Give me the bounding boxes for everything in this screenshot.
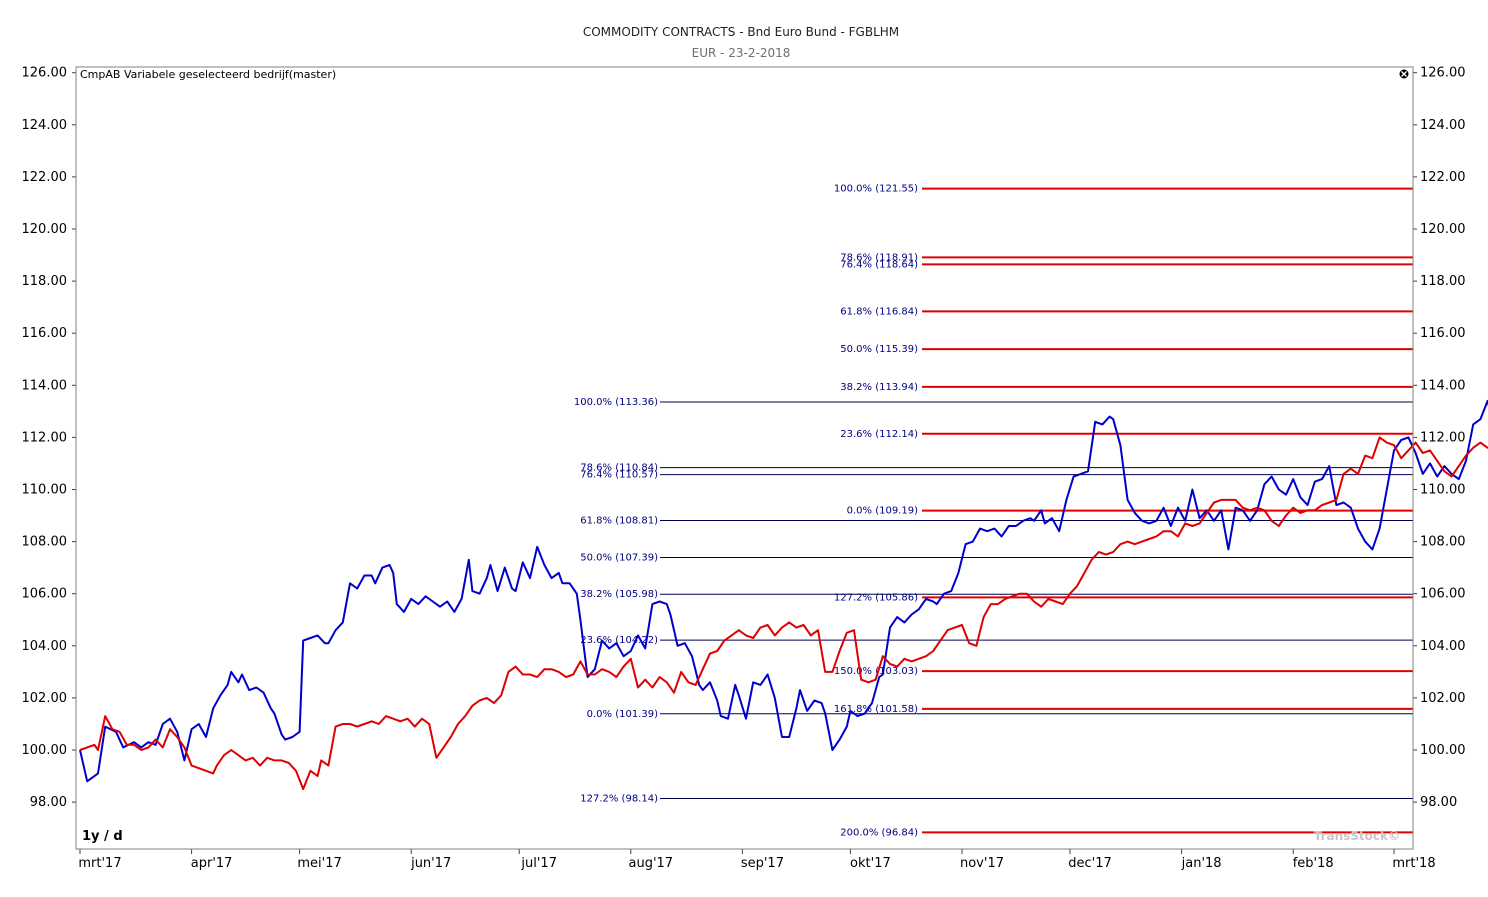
- fib-red-label-3: 61.8% (116.84): [840, 306, 918, 317]
- y-tick-label-left-0: 126.00: [22, 66, 68, 81]
- fib-blue-label-4: 50.0% (107.39): [580, 552, 658, 563]
- y-tick-label-left-10: 106.00: [22, 587, 68, 602]
- x-tick-label-0: mrt'17: [78, 856, 121, 871]
- fib-red-label-10: 161.8% (101.58): [834, 704, 918, 715]
- fib-red-label-11: 200.0% (96.84): [840, 827, 918, 838]
- fib-blue-label-2: 76.4% (110.57): [580, 470, 658, 481]
- x-tick-label-5: aug'17: [629, 856, 674, 871]
- y-tick-label-left-4: 118.00: [22, 274, 68, 289]
- y-tick-label-left-3: 120.00: [22, 222, 68, 237]
- y-tick-label-right-11: 104.00: [1420, 639, 1466, 654]
- close-icon[interactable]: [1399, 69, 1409, 79]
- x-tick-label-7: okt'17: [850, 856, 891, 871]
- y-tick-label-right-14: 98.00: [1420, 795, 1457, 810]
- fib-red-label-2: 76.4% (118.64): [840, 259, 918, 270]
- fib-red-label-5: 38.2% (113.94): [840, 382, 918, 393]
- fib-blue-label-7: 0.0% (101.39): [587, 709, 658, 720]
- x-tick-label-10: jan'18: [1181, 856, 1222, 871]
- fib-red-label-0: 100.0% (121.55): [834, 184, 918, 195]
- y-tick-label-right-10: 106.00: [1420, 587, 1466, 602]
- y-tick-label-left-9: 108.00: [22, 535, 68, 550]
- fib-red-label-6: 23.6% (112.14): [840, 429, 918, 440]
- y-tick-label-left-14: 98.00: [30, 795, 67, 810]
- x-tick-label-4: jul'17: [520, 856, 557, 871]
- y-tick-label-left-13: 100.00: [22, 743, 68, 758]
- fib-blue-label-1: 78.6% (110.84): [580, 463, 658, 474]
- fib-blue-label-0: 100.0% (113.36): [574, 397, 658, 408]
- y-tick-label-left-2: 122.00: [22, 170, 68, 185]
- y-tick-label-left-8: 110.00: [22, 483, 68, 498]
- y-tick-label-left-7: 112.00: [22, 430, 68, 445]
- y-tick-label-right-9: 108.00: [1420, 535, 1466, 550]
- fib-blue-label-5: 38.2% (105.98): [580, 589, 658, 600]
- y-tick-label-right-2: 122.00: [1420, 170, 1466, 185]
- y-tick-label-right-0: 126.00: [1420, 66, 1466, 81]
- fib-blue-label-8: 127.2% (98.14): [580, 793, 658, 804]
- x-tick-label-2: mei'17: [297, 856, 341, 871]
- y-tick-label-right-3: 120.00: [1420, 222, 1466, 237]
- y-tick-label-right-12: 102.00: [1420, 691, 1466, 706]
- y-tick-label-left-6: 114.00: [22, 378, 68, 393]
- y-tick-label-right-1: 124.00: [1420, 118, 1466, 133]
- fib-red-label-4: 50.0% (115.39): [840, 344, 918, 355]
- x-tick-label-11: feb'18: [1293, 856, 1334, 871]
- y-tick-label-right-5: 116.00: [1420, 326, 1466, 341]
- y-tick-label-right-13: 100.00: [1420, 743, 1466, 758]
- fib-red-label-9: 150.0% (103.03): [834, 666, 918, 677]
- legend-label: CmpAB Variabele geselecteerd bedrijf(mas…: [80, 68, 336, 81]
- x-tick-label-12: mrt'18: [1392, 856, 1435, 871]
- y-tick-label-left-12: 102.00: [22, 691, 68, 706]
- x-tick-label-3: jun'17: [410, 856, 451, 871]
- fib-blue-label-6: 23.6% (104.22): [580, 635, 658, 646]
- series-line-1: [79, 436, 1488, 791]
- fib-blue-label-3: 61.8% (108.81): [580, 515, 658, 526]
- x-tick-label-9: dec'17: [1068, 856, 1112, 871]
- y-tick-label-left-1: 124.00: [22, 118, 68, 133]
- fib-red-label-7: 0.0% (109.19): [847, 506, 918, 517]
- y-tick-label-left-11: 104.00: [22, 639, 68, 654]
- x-tick-label-8: nov'17: [960, 856, 1004, 871]
- fib-red-label-1: 78.6% (118.91): [840, 252, 918, 263]
- plot-frame: [75, 66, 1414, 850]
- x-tick-label-6: sep'17: [741, 856, 784, 871]
- y-tick-label-right-8: 110.00: [1420, 483, 1466, 498]
- watermark: TransStock©: [1314, 829, 1400, 843]
- y-tick-label-right-7: 112.00: [1420, 430, 1466, 445]
- series-line-0: [79, 399, 1488, 783]
- chart-title: COMMODITY CONTRACTS - Bnd Euro Bund - FG…: [583, 25, 899, 39]
- period-label: 1y / d: [82, 829, 123, 844]
- y-tick-label-left-5: 116.00: [22, 326, 68, 341]
- y-tick-label-right-6: 114.00: [1420, 378, 1466, 393]
- chart-subtitle: EUR - 23-2-2018: [692, 46, 791, 60]
- x-tick-label-1: apr'17: [191, 856, 233, 871]
- y-tick-label-right-4: 118.00: [1420, 274, 1466, 289]
- fib-red-label-8: 127.2% (105.86): [834, 592, 918, 603]
